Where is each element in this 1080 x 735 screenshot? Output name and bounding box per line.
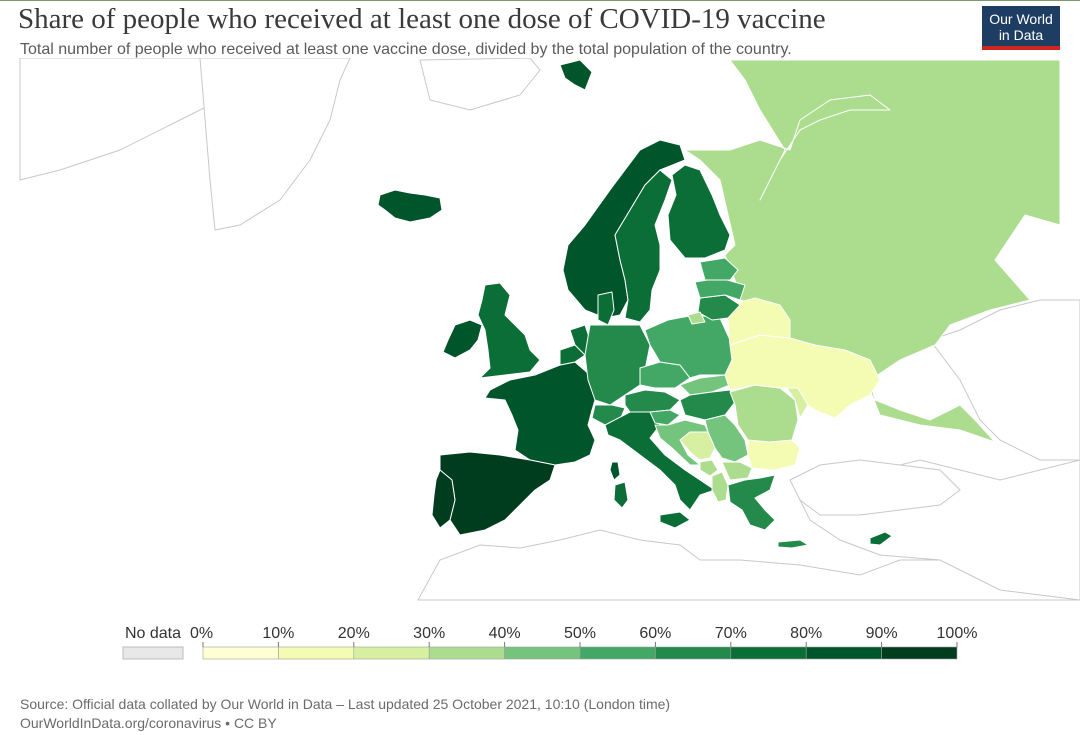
europe-map[interactable] (0, 58, 1080, 603)
greenland-outline-2 (199, 58, 351, 231)
country-albania[interactable] (711, 471, 729, 503)
legend-tick-label-5: 50% (564, 625, 596, 642)
turkey-outline (789, 459, 961, 516)
country-bosnia[interactable] (679, 431, 716, 461)
country-portugal[interactable] (431, 469, 456, 529)
source-note: Source: Official data collated by Our Wo… (20, 695, 670, 733)
country-crete[interactable] (777, 539, 809, 549)
country-bulgaria[interactable] (747, 439, 801, 471)
legend-tick-label-9: 90% (866, 625, 898, 642)
legend-bin-9[interactable] (881, 646, 958, 660)
country-serbia[interactable] (704, 414, 749, 463)
country-ireland[interactable] (442, 319, 483, 359)
country-iceland[interactable] (377, 189, 443, 223)
legend-bin-8[interactable] (805, 646, 882, 660)
country-estonia[interactable] (699, 257, 739, 281)
legend-bin-6[interactable] (655, 646, 732, 660)
country-svalbard[interactable] (559, 59, 593, 91)
logo-line-1: Our World (989, 11, 1053, 27)
legend-bin-7[interactable] (730, 646, 807, 660)
country-sicily[interactable] (659, 511, 691, 529)
legend-bin-5[interactable] (579, 646, 656, 660)
country-hungary[interactable] (679, 389, 736, 421)
source-line-2: OurWorldInData.org/coronavirus • CC BY (20, 715, 277, 731)
country-united-kingdom[interactable] (477, 282, 541, 379)
legend-no-data-swatch (122, 646, 184, 660)
legend-tick-label-7: 70% (715, 625, 747, 642)
source-line-1: Source: Official data collated by Our Wo… (20, 696, 671, 712)
legend-bin-4[interactable] (504, 646, 581, 660)
legend-tick-label-10: 100% (937, 625, 978, 642)
country-cyprus[interactable] (869, 531, 893, 546)
country-belarus[interactable] (727, 297, 791, 346)
legend-bin-1[interactable] (278, 646, 355, 660)
legend-bin-0[interactable] (202, 646, 279, 660)
chart-subtitle: Total number of people who received at l… (20, 41, 792, 58)
legend-bin-2[interactable] (353, 646, 430, 660)
region-kaliningrad[interactable] (687, 311, 706, 325)
country-sweden[interactable] (614, 169, 673, 323)
country-germany[interactable] (584, 324, 651, 406)
legend-no-data-label: No data (125, 625, 181, 642)
top-accent-line (0, 0, 1080, 1)
central-asia-outline (929, 299, 1080, 461)
arctic-island-outline (419, 58, 541, 111)
country-slovenia[interactable] (649, 409, 681, 426)
country-spain[interactable] (439, 451, 556, 536)
legend-tick-label-4: 40% (489, 625, 521, 642)
chart-title: Share of people who received at least on… (18, 3, 826, 35)
country-north-macedonia[interactable] (721, 461, 753, 481)
country-belgium[interactable] (559, 344, 586, 366)
legend-tick-label-2: 20% (338, 625, 370, 642)
logo-line-2: in Data (998, 27, 1044, 43)
country-ukraine[interactable] (724, 334, 881, 419)
legend-tick-label-3: 30% (413, 625, 445, 642)
background-land (19, 58, 1080, 601)
country-denmark[interactable] (597, 291, 615, 326)
country-montenegro[interactable] (699, 459, 719, 477)
country-greece[interactable] (727, 474, 776, 531)
country-sardinia[interactable] (613, 481, 629, 509)
country-austria[interactable] (624, 389, 681, 413)
legend-bin-3[interactable] (428, 646, 505, 660)
legend-tick-label-0: 0% (190, 625, 213, 642)
country-corsica[interactable] (609, 461, 621, 481)
legend-tick-label-1: 10% (262, 625, 294, 642)
owid-logo[interactable]: Our World in Data (982, 6, 1060, 50)
country-france[interactable] (484, 361, 599, 466)
country-finland[interactable] (667, 164, 731, 259)
legend-tick-label-6: 60% (639, 625, 671, 642)
color-legend: No data 0% 10% 20% 30% 40% 50% 60% 70% 80% 90% 100… (122, 625, 978, 660)
legend-tick-label-8: 80% (790, 625, 822, 642)
